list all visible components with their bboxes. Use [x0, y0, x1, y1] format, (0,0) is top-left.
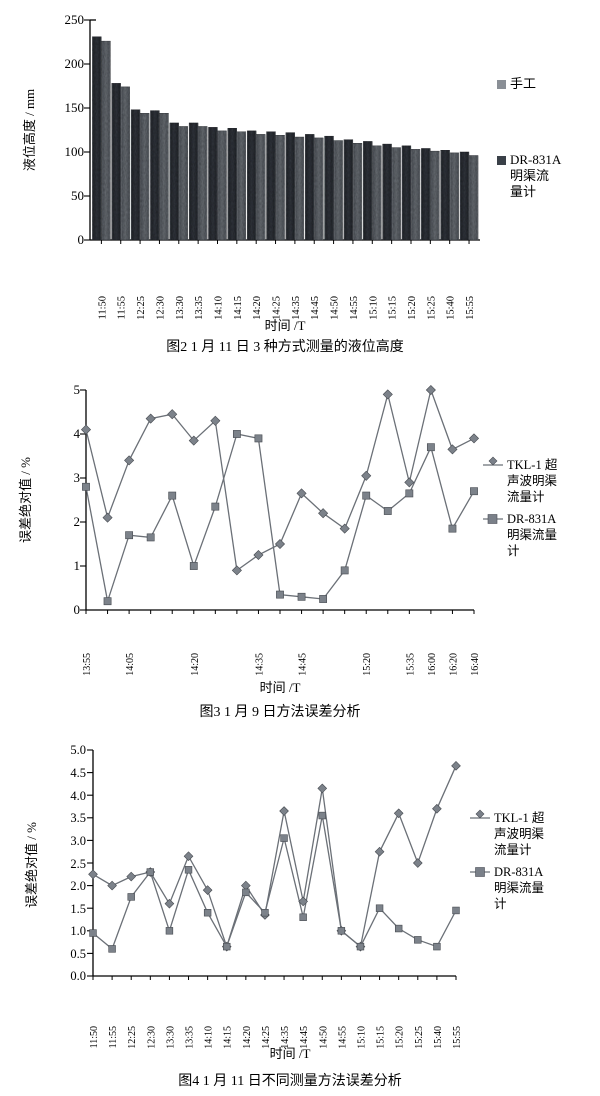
svg-text:13:30: 13:30 [165, 1026, 176, 1049]
svg-text:14:35: 14:35 [291, 296, 302, 320]
svg-text:TKL-1 超: TKL-1 超 [494, 810, 545, 825]
svg-text:14:35: 14:35 [254, 653, 265, 676]
svg-text:15:15: 15:15 [376, 1026, 387, 1049]
svg-text:14:55: 14:55 [349, 296, 360, 320]
svg-text:液位高度 / mm: 液位高度 / mm [22, 89, 37, 171]
svg-text:0: 0 [78, 232, 85, 247]
svg-text:16:00: 16:00 [427, 653, 438, 676]
svg-text:计: 计 [507, 544, 520, 558]
svg-text:1.0: 1.0 [70, 924, 86, 938]
svg-text:时间 /T: 时间 /T [260, 680, 301, 695]
svg-text:14:10: 14:10 [213, 296, 224, 320]
svg-text:15:40: 15:40 [433, 1026, 444, 1049]
svg-text:量计: 量计 [510, 184, 536, 199]
svg-text:15:25: 15:25 [414, 1026, 425, 1049]
svg-text:声波明渠: 声波明渠 [494, 827, 545, 841]
svg-text:3.0: 3.0 [70, 834, 86, 848]
svg-text:12:30: 12:30 [155, 296, 166, 320]
svg-text:200: 200 [65, 56, 85, 71]
svg-text:14:45: 14:45 [298, 653, 309, 676]
svg-text:15:35: 15:35 [405, 653, 416, 676]
svg-text:16:40: 16:40 [470, 653, 481, 676]
svg-text:误差绝对值 / %: 误差绝对值 / % [18, 457, 33, 543]
svg-text:14:20: 14:20 [242, 1026, 253, 1049]
svg-text:3: 3 [74, 470, 81, 485]
svg-text:0.5: 0.5 [70, 947, 86, 961]
svg-text:14:50: 14:50 [330, 296, 341, 320]
svg-text:13:35: 13:35 [185, 1026, 196, 1049]
svg-text:声波明渠: 声波明渠 [507, 474, 558, 488]
svg-text:14:45: 14:45 [310, 296, 321, 320]
svg-text:50: 50 [71, 188, 84, 203]
svg-text:误差绝对值 / %: 误差绝对值 / % [24, 822, 39, 908]
svg-text:手工: 手工 [510, 76, 536, 91]
svg-text:14:20: 14:20 [190, 653, 201, 676]
svg-text:13:55: 13:55 [82, 653, 93, 676]
svg-text:16:20: 16:20 [448, 653, 459, 676]
svg-text:TKL-1 超: TKL-1 超 [507, 457, 558, 472]
svg-text:150: 150 [65, 100, 85, 115]
svg-text:11:50: 11:50 [89, 1026, 100, 1048]
svg-text:明渠流量: 明渠流量 [494, 881, 544, 895]
svg-text:15:20: 15:20 [407, 296, 418, 320]
svg-text:15:10: 15:10 [368, 296, 379, 320]
svg-text:11:55: 11:55 [117, 296, 128, 320]
svg-text:250: 250 [65, 12, 85, 27]
svg-text:14:10: 14:10 [204, 1026, 215, 1049]
svg-text:明渠流量: 明渠流量 [507, 528, 557, 542]
svg-text:明渠流: 明渠流 [510, 168, 549, 183]
svg-text:计: 计 [494, 897, 507, 911]
svg-text:5.0: 5.0 [70, 743, 86, 757]
svg-text:时间 /T: 时间 /T [265, 318, 306, 333]
svg-text:14:15: 14:15 [223, 1026, 234, 1049]
svg-text:12:25: 12:25 [127, 1026, 138, 1049]
svg-text:0: 0 [74, 602, 81, 617]
svg-text:DR-831A: DR-831A [510, 152, 562, 167]
svg-text:15:10: 15:10 [356, 1026, 367, 1049]
svg-text:图3 1 月 9 日方法误差分析: 图3 1 月 9 日方法误差分析 [200, 704, 361, 720]
svg-text:14:25: 14:25 [272, 296, 283, 320]
svg-text:0.0: 0.0 [70, 969, 86, 983]
svg-text:图4 1 月 11 日不同测量方法误差分析: 图4 1 月 11 日不同测量方法误差分析 [178, 1073, 401, 1089]
svg-text:2.5: 2.5 [70, 857, 86, 871]
svg-text:15:15: 15:15 [388, 296, 399, 320]
svg-text:100: 100 [65, 144, 85, 159]
svg-text:时间 /T: 时间 /T [270, 1046, 311, 1061]
svg-text:4.5: 4.5 [70, 766, 86, 780]
svg-text:13:35: 13:35 [194, 296, 205, 320]
svg-text:流量计: 流量计 [494, 843, 532, 857]
svg-text:13:30: 13:30 [175, 296, 186, 320]
svg-text:DR-831A: DR-831A [507, 512, 556, 526]
svg-text:4: 4 [74, 426, 81, 441]
svg-text:3.5: 3.5 [70, 811, 86, 825]
svg-text:12:25: 12:25 [136, 296, 147, 320]
svg-text:1.5: 1.5 [70, 902, 86, 916]
svg-text:15:20: 15:20 [362, 653, 373, 676]
svg-text:15:55: 15:55 [452, 1026, 463, 1049]
svg-text:流量计: 流量计 [507, 490, 545, 504]
svg-text:15:55: 15:55 [465, 296, 476, 320]
svg-text:4.0: 4.0 [70, 789, 86, 803]
svg-text:14:50: 14:50 [318, 1026, 329, 1049]
svg-text:1: 1 [74, 558, 81, 573]
svg-text:14:15: 14:15 [233, 296, 244, 320]
svg-text:2: 2 [74, 514, 81, 529]
svg-text:图2 1 月 11 日 3 种方式测量的液位高度: 图2 1 月 11 日 3 种方式测量的液位高度 [166, 338, 403, 355]
svg-text:14:20: 14:20 [252, 296, 263, 320]
svg-text:2.0: 2.0 [70, 879, 86, 893]
svg-text:15:20: 15:20 [395, 1026, 406, 1049]
svg-text:11:50: 11:50 [97, 296, 108, 320]
svg-text:11:55: 11:55 [108, 1026, 119, 1048]
svg-text:15:40: 15:40 [446, 296, 457, 320]
svg-text:5: 5 [74, 382, 81, 397]
svg-text:14:55: 14:55 [337, 1026, 348, 1049]
svg-text:12:30: 12:30 [146, 1026, 157, 1049]
svg-text:DR-831A: DR-831A [494, 865, 543, 879]
svg-text:14:05: 14:05 [125, 653, 136, 676]
svg-text:15:25: 15:25 [426, 296, 437, 320]
